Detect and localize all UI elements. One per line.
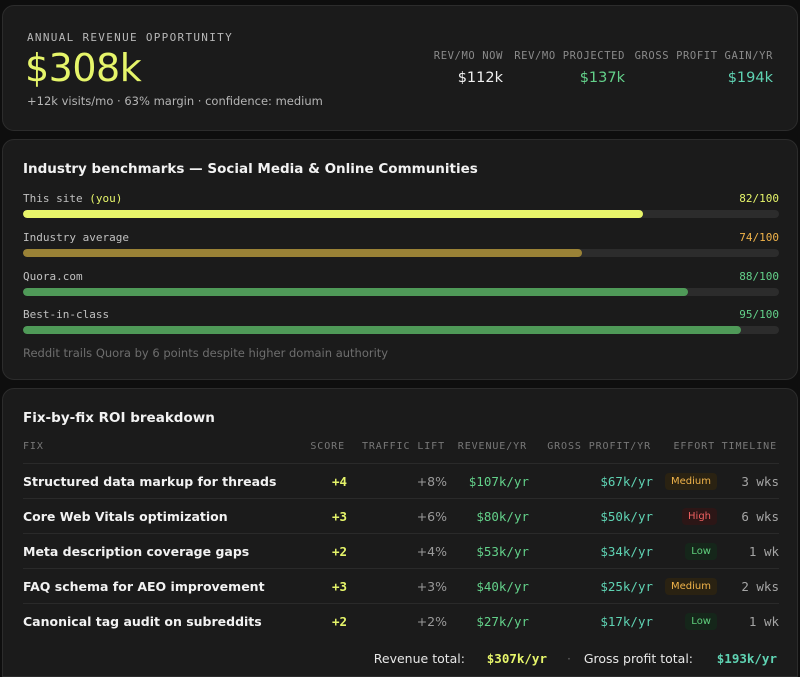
metric-label: REV/MO NOW	[433, 50, 503, 62]
benchmark-row: Industry average 74/100	[23, 231, 779, 267]
effort-badge: High	[682, 508, 717, 525]
header-score: SCORE	[310, 441, 345, 452]
fix-name: FAQ schema for AEO improvement	[23, 579, 265, 594]
fix-traffic-lift: +2%	[416, 614, 447, 629]
fix-name: Core Web Vitals optimization	[23, 509, 228, 524]
effort-badge: Low	[685, 613, 717, 630]
effort-badge-cell: Medium	[665, 472, 717, 490]
revenue-kicker: ANNUAL REVENUE OPPORTUNITY	[27, 31, 233, 44]
revenue-summary-card: ANNUAL REVENUE OPPORTUNITY $308k +12k vi…	[2, 5, 798, 131]
fix-name: Meta description coverage gaps	[23, 544, 250, 559]
fix-revenue: $80k/yr	[476, 509, 529, 524]
revenue-subline: +12k visits/mo · 63% margin · confidence…	[27, 94, 323, 108]
benchmark-track	[23, 288, 779, 296]
benchmark-fill	[23, 326, 742, 334]
benchmark-fill	[23, 210, 643, 218]
fix-timeline: 1 wk	[748, 614, 779, 629]
benchmark-track	[23, 249, 779, 257]
revenue-total-value: $307k/yr	[486, 651, 547, 666]
benchmark-name: Industry average	[23, 231, 129, 244]
table-row: Core Web Vitals optimization +3 +6% $80k/yr…	[23, 498, 779, 533]
roi-title: Fix-by-fix ROI breakdown	[23, 410, 215, 426]
fix-gross-profit: $25k/yr	[600, 579, 653, 594]
fix-revenue: $107k/yr	[468, 474, 529, 489]
metric-label: GROSS PROFIT GAIN/YR	[634, 50, 773, 62]
fix-score: +4	[331, 474, 347, 489]
metric-value: $112k	[457, 70, 503, 86]
fix-gross-profit: $67k/yr	[600, 474, 653, 489]
header-gross-profit: GROSS PROFIT/YR	[547, 441, 651, 452]
fix-score: +2	[331, 544, 347, 559]
fix-timeline: 6 wks	[741, 509, 779, 524]
fix-name: Canonical tag audit on subreddits	[23, 614, 262, 629]
roi-breakdown-card: Fix-by-fix ROI breakdown FIX SCORE TRAFF…	[2, 388, 798, 677]
benchmark-track	[23, 210, 779, 218]
metric-value: $194k	[727, 70, 773, 86]
header-timeline: TIMELINE	[721, 441, 777, 452]
effort-badge-cell: Low	[685, 612, 717, 630]
fix-timeline: 2 wks	[741, 579, 779, 594]
metric-value: $137k	[579, 70, 625, 86]
fix-score: +3	[331, 579, 347, 594]
header-revenue: REVENUE/YR	[457, 441, 527, 452]
effort-badge: Medium	[665, 473, 717, 490]
fix-name: Structured data markup for threads	[23, 474, 277, 489]
benchmarks-note: Reddit trails Quora by 6 points despite …	[23, 346, 389, 360]
revenue-total-label: Revenue total:	[373, 651, 465, 666]
table-row: Structured data markup for threads +4 +8% $…	[23, 463, 779, 498]
effort-badge-cell: Low	[685, 542, 717, 560]
fix-revenue: $53k/yr	[476, 544, 529, 559]
metric-label: REV/MO PROJECTED	[514, 50, 625, 62]
fix-traffic-lift: +3%	[416, 579, 447, 594]
fix-score: +2	[331, 614, 347, 629]
fix-revenue: $27k/yr	[476, 614, 529, 629]
fix-gross-profit: $34k/yr	[600, 544, 653, 559]
benchmark-you-tag: (you)	[89, 192, 123, 205]
metric-rev-projected: REV/MO PROJECTED $137k	[514, 50, 625, 86]
fix-score: +3	[331, 509, 347, 524]
gross-profit-total-label: Gross profit total:	[583, 651, 693, 666]
benchmark-name: Best-in-class	[23, 308, 110, 321]
fix-traffic-lift: +8%	[416, 474, 447, 489]
benchmark-row: Best-in-class 95/100	[23, 308, 779, 344]
effort-badge: Low	[685, 543, 717, 560]
benchmark-row: Quora.com 88/100	[23, 270, 779, 306]
header-effort: EFFORT	[673, 441, 715, 452]
gross-profit-total-value: $193k/yr	[716, 651, 777, 666]
table-row: Canonical tag audit on subreddits +2 +2% $2…	[23, 603, 779, 638]
effort-badge: Medium	[665, 578, 717, 595]
fix-timeline: 3 wks	[741, 474, 779, 489]
fix-traffic-lift: +4%	[416, 544, 447, 559]
benchmarks-title: Industry benchmarks — Social Media & Onl…	[23, 161, 478, 177]
benchmark-name: This site (you)	[23, 192, 123, 205]
metric-rev-now: REV/MO NOW $112k	[434, 50, 503, 86]
benchmark-score: 95/100	[739, 308, 779, 321]
effort-badge-cell: High	[682, 507, 717, 525]
table-row: Meta description coverage gaps +2 +4% $53k/…	[23, 533, 779, 568]
fix-traffic-lift: +6%	[416, 509, 447, 524]
benchmark-score: 74/100	[739, 231, 779, 244]
table-row: FAQ schema for AEO improvement +3 +3% $40k/…	[23, 568, 779, 603]
header-traffic-lift: TRAFFIC LIFT	[361, 441, 445, 452]
fix-revenue: $40k/yr	[476, 579, 529, 594]
benchmark-score: 82/100	[739, 192, 779, 205]
fix-timeline: 1 wk	[748, 544, 779, 559]
benchmark-track	[23, 326, 779, 334]
benchmark-fill	[23, 288, 689, 296]
totals-separator: ·	[567, 651, 571, 666]
effort-badge-cell: Medium	[665, 577, 717, 595]
fix-gross-profit: $50k/yr	[600, 509, 653, 524]
fix-gross-profit: $17k/yr	[600, 614, 653, 629]
benchmark-score: 88/100	[739, 270, 779, 283]
benchmark-row: This site (you) 82/100	[23, 192, 779, 228]
benchmarks-card: Industry benchmarks — Social Media & Onl…	[2, 139, 798, 380]
header-fix: FIX	[23, 441, 44, 452]
metric-gross-profit-gain: GROSS PROFIT GAIN/YR $194k	[635, 50, 773, 86]
benchmark-fill	[23, 249, 583, 257]
annual-revenue-value: $308k	[25, 46, 142, 90]
benchmark-name: Quora.com	[23, 270, 83, 283]
